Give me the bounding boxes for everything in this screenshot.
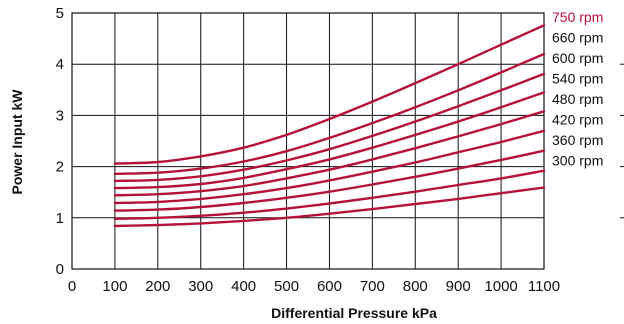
x-tick-label: 600 bbox=[317, 278, 342, 295]
series-line bbox=[113, 91, 546, 190]
series-line bbox=[113, 72, 546, 183]
series-lines bbox=[113, 24, 546, 228]
grid bbox=[72, 13, 624, 269]
series-label: 540 rpm bbox=[552, 71, 603, 87]
series-label: 600 rpm bbox=[552, 50, 603, 66]
y-tick-label: 4 bbox=[56, 56, 64, 73]
series-label: 660 rpm bbox=[552, 30, 603, 46]
series-line bbox=[113, 52, 546, 175]
x-tick-label: 200 bbox=[145, 278, 170, 295]
plot-border bbox=[71, 12, 545, 270]
series-label: 750 rpm bbox=[552, 9, 603, 25]
x-axis-title: Differential Pressure kPa bbox=[271, 305, 437, 321]
x-tick-label: 100 bbox=[102, 278, 127, 295]
y-tick-label: 2 bbox=[56, 159, 64, 176]
y-tick-label: 0 bbox=[56, 261, 64, 278]
y-tick-label: 3 bbox=[56, 107, 64, 124]
x-tick-label: 0 bbox=[68, 278, 76, 295]
x-tick-label: 1000 bbox=[484, 278, 517, 295]
x-tick-label: 800 bbox=[403, 278, 428, 295]
series-label: 480 rpm bbox=[552, 91, 603, 107]
series-line bbox=[113, 129, 546, 205]
x-tick-label: 500 bbox=[274, 278, 299, 295]
series-label: 420 rpm bbox=[552, 112, 603, 128]
x-tick-label: 700 bbox=[360, 278, 385, 295]
series-line bbox=[113, 24, 546, 165]
series-line bbox=[113, 110, 546, 197]
y-axis-title: Power Input kW bbox=[9, 89, 25, 195]
y-tick-labels: 0 1 2 3 4 5 bbox=[56, 5, 64, 278]
x-tick-label: 900 bbox=[446, 278, 471, 295]
x-tick-label: 1100 bbox=[528, 278, 560, 295]
series-label: 300 rpm bbox=[552, 153, 603, 169]
series-line bbox=[113, 149, 546, 212]
x-tick-labels: 0 100 200 300 400 500 600 700 800 900 1000 1100 bbox=[68, 278, 560, 295]
y-tick-label: 1 bbox=[56, 210, 64, 227]
series-label: 360 rpm bbox=[552, 132, 603, 148]
y-tick-label: 5 bbox=[56, 5, 64, 22]
series-line bbox=[113, 169, 546, 220]
plot-frame bbox=[71, 12, 545, 270]
x-tick-label: 300 bbox=[188, 278, 213, 295]
series-line bbox=[113, 186, 546, 228]
series-labels: 750 rpm 660 rpm 600 rpm 540 rpm 480 rpm 420 r… bbox=[552, 9, 603, 169]
x-tick-label: 400 bbox=[231, 278, 256, 295]
